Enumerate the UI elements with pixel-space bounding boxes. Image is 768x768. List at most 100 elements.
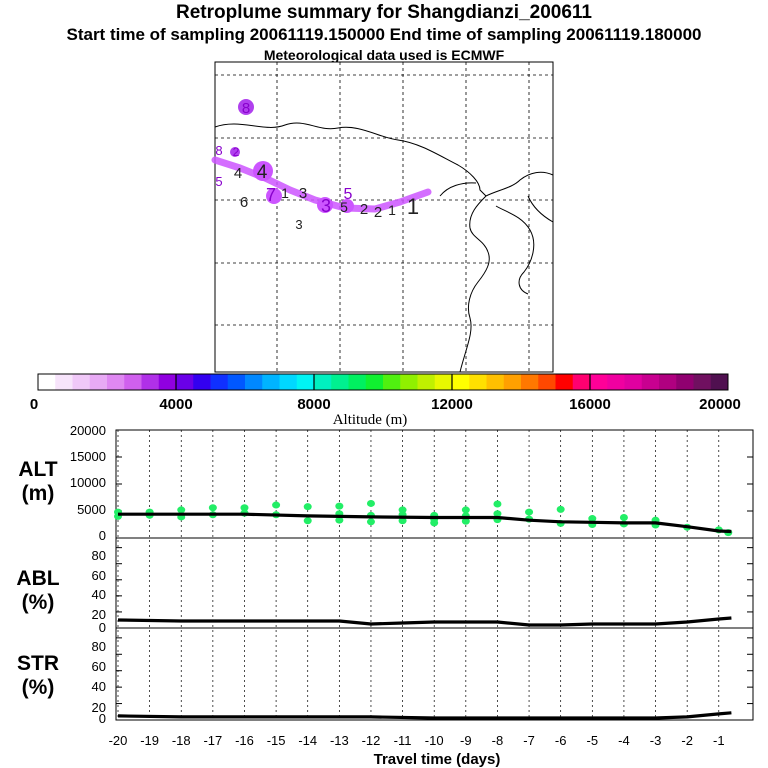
colorbar-cell-33 bbox=[607, 374, 625, 390]
alt-scatter-point-31 bbox=[493, 510, 502, 518]
abl-tick-60: 60 bbox=[92, 568, 106, 583]
alt-scatter-point-13 bbox=[303, 517, 312, 525]
x-tick-2: -18 bbox=[172, 733, 191, 748]
cluster-label-17: 1 bbox=[407, 194, 419, 219]
met-data-note: Meteorological data used is ECMWF bbox=[263, 47, 505, 63]
alt-scatter-point-34 bbox=[556, 505, 565, 513]
x-tick-9: -11 bbox=[394, 733, 412, 748]
colorbar-cell-19 bbox=[365, 374, 384, 390]
colorbar-cell-16 bbox=[314, 374, 332, 390]
alt-scatter-point-18 bbox=[366, 518, 375, 526]
colorbar-cell-26 bbox=[486, 374, 505, 390]
map-frame bbox=[214, 61, 554, 373]
cluster-label-9: 1 bbox=[281, 185, 289, 201]
colorbar-frame bbox=[37, 373, 729, 391]
str-tick-20: 20 bbox=[92, 700, 106, 715]
colorbar-cell-11 bbox=[227, 374, 246, 390]
time-series-panels: ALT (m) ABL (%) STR (%) 20000 15000 1000… bbox=[16, 423, 754, 768]
vertical-gridlines bbox=[117, 430, 720, 720]
colorbar-cell-18 bbox=[348, 374, 367, 390]
cluster-label-2: 2 bbox=[233, 145, 240, 159]
colorbar-cell-6 bbox=[141, 374, 160, 390]
abl-label: ABL bbox=[16, 567, 59, 590]
colorbar-tick-labels: 0 4000 8000 12000 16000 20000 bbox=[30, 396, 741, 413]
abl-tick-0: 0 bbox=[99, 620, 106, 635]
str-label: STR bbox=[17, 652, 59, 675]
x-tick-19: -1 bbox=[713, 733, 725, 748]
colorbar-cell-32 bbox=[590, 374, 608, 390]
colorbar-cell-34 bbox=[624, 374, 643, 390]
str-unit: (%) bbox=[22, 676, 55, 699]
colorbar-cell-24 bbox=[452, 374, 470, 390]
colorbar-cell-8 bbox=[176, 374, 194, 390]
cluster-label-16: 1 bbox=[388, 202, 396, 218]
cluster-label-0: 8 bbox=[242, 100, 250, 117]
abl-tick-20: 20 bbox=[92, 607, 106, 622]
str-panel-frame bbox=[115, 627, 754, 721]
alt-scatter-point-26 bbox=[461, 506, 470, 514]
series-line-1 bbox=[117, 616, 732, 627]
colorbar-tick-0: 0 bbox=[30, 396, 38, 413]
y-tick-marks bbox=[116, 429, 753, 721]
colorbar-cell-9 bbox=[193, 374, 211, 390]
colorbar-cell-0 bbox=[38, 374, 56, 390]
coastlines bbox=[214, 122, 554, 373]
cluster-label-8: 7 bbox=[266, 185, 276, 205]
colorbar-cell-13 bbox=[262, 374, 280, 390]
x-tick-17: -3 bbox=[650, 733, 662, 748]
abl-tick-80: 80 bbox=[92, 548, 106, 563]
colorbar-cell-7 bbox=[158, 374, 177, 390]
cluster-label-5: 4 bbox=[257, 162, 268, 183]
colorbar-tick-2: 8000 bbox=[297, 396, 330, 413]
str-tick-80: 80 bbox=[92, 639, 106, 654]
colorbar-cell-23 bbox=[434, 374, 453, 390]
map-grid bbox=[215, 62, 553, 372]
colorbar-cell-35 bbox=[641, 374, 660, 390]
colorbar-cell-28 bbox=[521, 374, 539, 390]
cluster-label-4: 4 bbox=[234, 165, 242, 182]
x-tick-4: -16 bbox=[235, 733, 254, 748]
x-tick-10: -10 bbox=[425, 733, 444, 748]
series-layer bbox=[114, 499, 733, 720]
alt-scatter-point-10 bbox=[272, 501, 281, 509]
colorbar-cell-22 bbox=[417, 374, 436, 390]
alt-scatter-point-12 bbox=[303, 503, 312, 511]
colorbar-cell-27 bbox=[503, 374, 522, 390]
cluster-label-11: 3 bbox=[321, 196, 331, 216]
x-tick-14: -6 bbox=[555, 733, 567, 748]
colorbar-cell-15 bbox=[296, 374, 315, 390]
x-tick-1: -19 bbox=[140, 733, 159, 748]
colorbar-cell-39 bbox=[710, 374, 729, 390]
abl-unit: (%) bbox=[22, 591, 55, 614]
colorbar-cell-21 bbox=[400, 374, 418, 390]
colorbar-tick-5: 20000 bbox=[699, 396, 741, 413]
colorbar-major-dividers bbox=[175, 374, 591, 390]
cluster-label-3: 5 bbox=[215, 174, 222, 189]
series-line-0 bbox=[118, 512, 732, 534]
chart-title: Retroplume summary for Shangdianzi_20061… bbox=[175, 2, 593, 23]
cluster-blob-7 bbox=[266, 188, 282, 204]
colorbar-cell-1 bbox=[55, 374, 73, 390]
alt-scatter-point-4 bbox=[177, 506, 186, 514]
alt-scatter-point-38 bbox=[619, 513, 628, 521]
abl-tick-40: 40 bbox=[92, 587, 106, 602]
alt-scatter-point-8 bbox=[240, 504, 249, 512]
x-tick-7: -13 bbox=[330, 733, 349, 748]
x-tick-12: -8 bbox=[492, 733, 504, 748]
x-axis-label: Travel time (days) bbox=[374, 751, 501, 768]
series-line-2 bbox=[117, 711, 732, 720]
colorbar-cell-3 bbox=[89, 374, 108, 390]
x-tick-labels: -20 -19 -18 -17 -16 -15 -14 -13 -12 -11 -10 -9 -8 -7 -… bbox=[109, 733, 725, 748]
alt-scatter-point-15 bbox=[335, 516, 344, 524]
alt-scatter-point-29 bbox=[493, 500, 502, 508]
str-tick-40: 40 bbox=[92, 679, 106, 694]
cluster-label-7: 3 bbox=[295, 217, 302, 232]
retroplume-trajectory bbox=[211, 99, 432, 213]
colorbar-cell-14 bbox=[279, 374, 298, 390]
alt-tick-5000: 5000 bbox=[77, 502, 106, 517]
cluster-blob-4 bbox=[253, 161, 273, 181]
alt-tick-10000: 10000 bbox=[70, 475, 106, 490]
cluster-label-15: 2 bbox=[374, 204, 382, 221]
